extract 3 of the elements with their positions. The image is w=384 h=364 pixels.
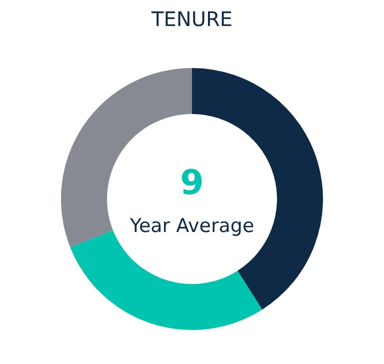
text: Year Average	[128, 215, 254, 237]
text: 9	[180, 163, 204, 203]
chart-title: TENURE	[150, 7, 232, 31]
